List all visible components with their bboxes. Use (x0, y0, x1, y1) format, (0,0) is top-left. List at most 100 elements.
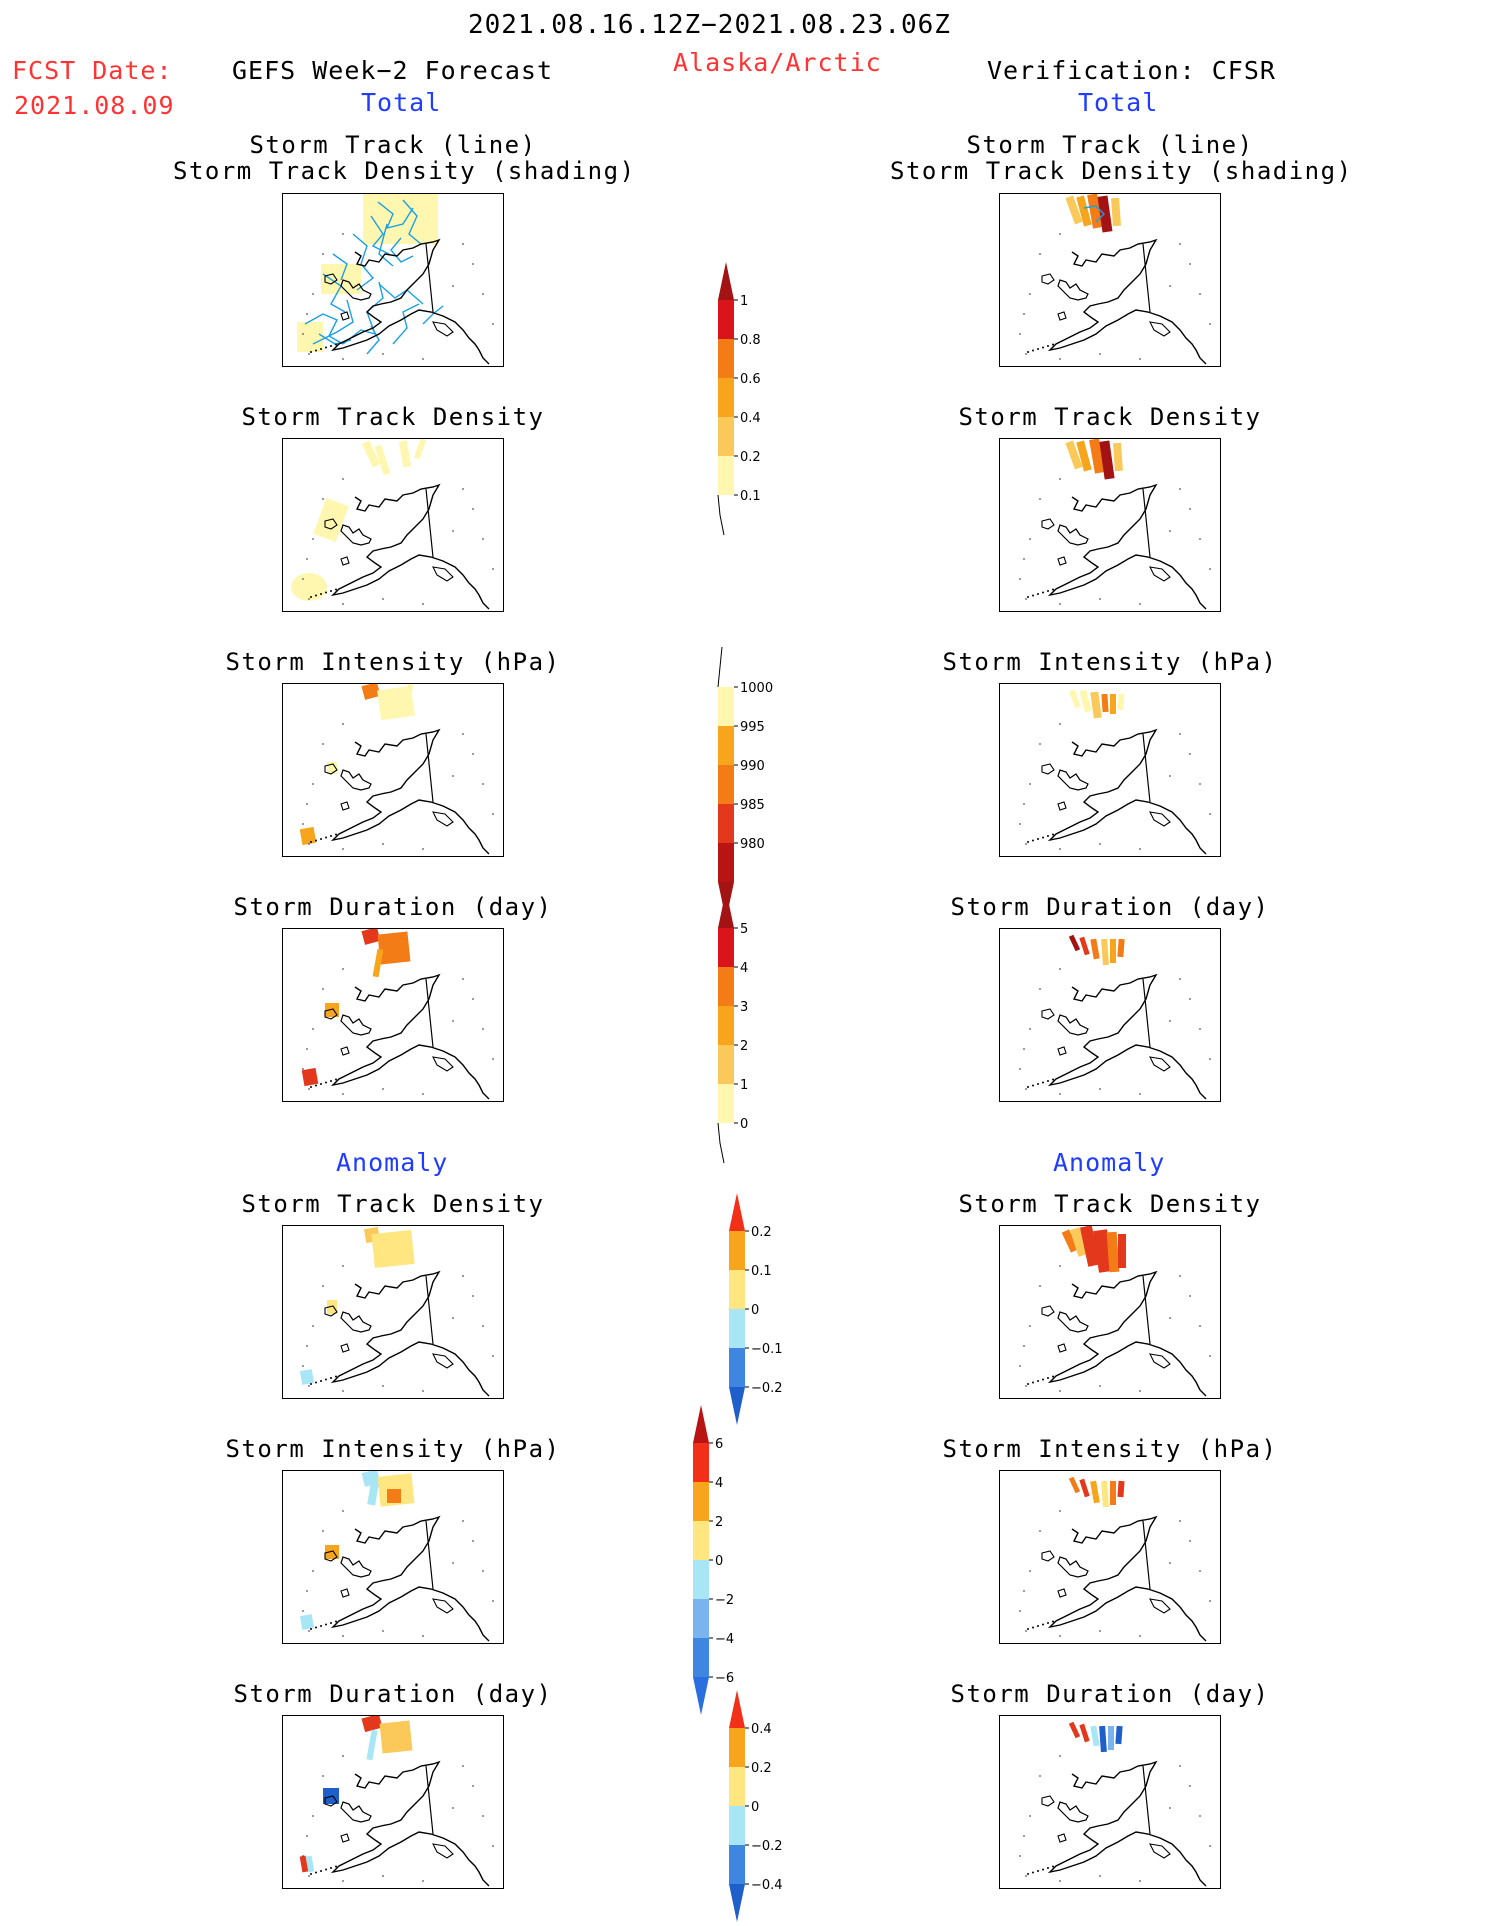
storm-track-line (366, 325, 380, 355)
storm-track-line (370, 215, 390, 255)
island (432, 1056, 454, 1072)
graticule-dot (1059, 968, 1061, 970)
graticule-dot (1059, 848, 1061, 850)
aleutian-dot (335, 588, 337, 591)
aleutian-dot (325, 1868, 327, 1871)
colorbar-segment (729, 1348, 745, 1387)
graticule-dot (382, 1875, 384, 1877)
colorbar-arrow-top (729, 1690, 745, 1728)
aleutian-dot (1047, 590, 1049, 592)
map-track-left (282, 193, 504, 367)
shading-cell (361, 1716, 383, 1733)
graticule-dot (302, 1068, 304, 1070)
shading-cell (1113, 442, 1123, 472)
border-line (1142, 1520, 1151, 1590)
graticule-dot (1059, 1265, 1061, 1267)
island (1041, 518, 1055, 530)
graticule-dot (308, 353, 310, 355)
graticule-dot (1029, 1815, 1031, 1817)
graticule-dot (1189, 508, 1191, 510)
title-track-shading-right: Storm Track Density (shading) (890, 157, 1353, 185)
coastline-peninsula (1057, 279, 1089, 301)
graticule-dot (1169, 1317, 1171, 1319)
aleutian-dot (1042, 346, 1044, 349)
graticule-dot (322, 253, 324, 255)
aleutian-dot (310, 596, 312, 598)
graticule-dot (1169, 530, 1171, 532)
graticule-dot (482, 1570, 484, 1572)
coastline (330, 973, 490, 1100)
graticule-dot (1099, 353, 1101, 355)
colorbar-label: 2 (715, 1515, 723, 1530)
graticule-dot (306, 313, 308, 315)
aleutian-dot (325, 1378, 327, 1381)
graticule-dot (422, 1390, 424, 1392)
colorbar-canvas: 0.4 0.2 0 −0.2 −0.4 (729, 1690, 783, 1922)
colorbar-segment (729, 1728, 745, 1767)
aleutian-dot (325, 1081, 327, 1084)
aleutian-dot (1042, 1378, 1044, 1381)
aleutian-dot (320, 838, 322, 840)
title-duration-anom-left: Storm Duration (day) (233, 1680, 553, 1708)
aleutian-dot (1047, 835, 1049, 837)
colorbar-segment (718, 378, 734, 417)
graticule-dot (1139, 1093, 1141, 1095)
island (1041, 273, 1055, 285)
graticule-dot (482, 1325, 484, 1327)
map-density-anom-right (999, 1225, 1221, 1399)
colorbar-label: 0.2 (751, 1761, 772, 1776)
map-duration-right (999, 928, 1221, 1102)
island (1057, 1046, 1067, 1056)
colorbar-segment (718, 726, 734, 765)
graticule-dot (1029, 293, 1031, 295)
shading-cell (1068, 1721, 1081, 1739)
aleutian-dot (315, 1381, 317, 1384)
aleutian-dot (315, 349, 317, 352)
colorbar-label: −4 (715, 1632, 734, 1647)
graticule-dot (302, 333, 304, 335)
graticule-dot (452, 1562, 454, 1564)
aleutian-dot (1037, 1870, 1039, 1872)
graticule-dot (482, 293, 484, 295)
graticule-dot (462, 1765, 464, 1767)
graticule-dot (452, 1020, 454, 1022)
graticule-dot (308, 1875, 310, 1877)
colorbar-label: 990 (740, 759, 765, 774)
map-canvas (299, 1471, 494, 1642)
island (340, 1833, 350, 1843)
aleutian-dot (325, 1623, 327, 1626)
graticule-dot (342, 1510, 344, 1512)
border-line (425, 243, 434, 313)
shading-cell (299, 826, 317, 846)
graticule-dot (1139, 358, 1141, 360)
map-intensity-anom-right (999, 1470, 1221, 1644)
graticule-dot (322, 743, 324, 745)
graticule-dot (342, 1093, 344, 1095)
storm-track-line (392, 303, 420, 345)
graticule-dot (1179, 978, 1181, 980)
island (432, 1598, 454, 1614)
title-track-line-right: Storm Track (line) (966, 131, 1254, 159)
island (1057, 1588, 1067, 1598)
graticule-dot (1139, 1390, 1141, 1392)
graticule-dot (306, 803, 308, 805)
coastline (1047, 1515, 1207, 1642)
colorbar-arrow-top (718, 262, 734, 300)
anomaly-right-label: Anomaly (1053, 1148, 1166, 1177)
shading-cell (327, 762, 337, 774)
graticule-dot (1189, 263, 1191, 265)
aleutian-dot (310, 1383, 312, 1385)
colorbar-segment (693, 1521, 709, 1560)
graticule-dot (1209, 323, 1211, 325)
graticule-dot (1099, 1088, 1101, 1090)
graticule-dot (1023, 1048, 1025, 1050)
colorbar-tail (717, 1122, 725, 1164)
graticule-dot (1029, 1325, 1031, 1327)
graticule-dot (342, 1755, 344, 1757)
colorbar-arrow-bottom (729, 1387, 745, 1425)
graticule-dot (422, 1880, 424, 1882)
colorbar-label: −0.2 (751, 1839, 783, 1854)
aleutian-dot (1047, 1867, 1049, 1869)
colorbar-label: −6 (715, 1671, 734, 1686)
colorbar-label: 0.6 (740, 372, 761, 387)
